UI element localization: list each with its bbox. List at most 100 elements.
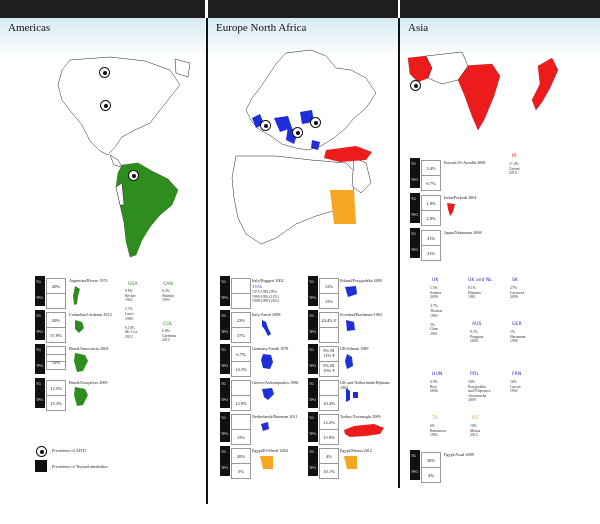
tg-label: TG xyxy=(221,314,226,318)
note-eg: 10% Mousa 2012 xyxy=(470,424,481,438)
row-bar xyxy=(410,158,420,188)
note-pol: 16% Przygodzka and Filipowicz -Sosnowska… xyxy=(468,380,491,403)
tg-label: TG xyxy=(411,454,416,458)
tg-label: TG xyxy=(221,280,226,284)
tpo-value: 12% xyxy=(46,354,66,370)
egypt-shape-1 xyxy=(260,456,273,469)
note-sk: 27% Lazurová 2009 xyxy=(510,286,525,300)
europe-left-row-1: TG TPO Italy/Ruggeri 2002 TSAb 1975-1982… xyxy=(220,276,310,309)
asia-row-2: TG TPO 1.8% 2.8% India/Porkodi 2004 xyxy=(410,193,500,226)
europe-right-row-1: TG TPO 12% 15% Poland/Przygodzka 2009 xyxy=(308,276,398,309)
tpo-value: 15% xyxy=(319,293,339,309)
code-ir: IR xyxy=(512,154,517,159)
europe-right-row-4: TG TPO 10.4% UK and Netherlands/Hijmans … xyxy=(308,378,398,411)
tg-value xyxy=(231,278,251,294)
code-aus: AUS xyxy=(472,322,482,327)
row-bar xyxy=(410,193,420,223)
code-pol: POL xyxy=(470,372,479,377)
europe-map xyxy=(231,49,377,245)
tpo-label: TPO xyxy=(221,296,229,300)
row-bar xyxy=(35,310,45,340)
asia-panel: Asia TG TPO 3.4% 6.7% Kuwait/Al-Awadhi 2… xyxy=(400,0,600,524)
row-bar xyxy=(410,228,420,258)
tpo-label: TPO xyxy=(221,432,229,436)
uk-shape-1 xyxy=(345,354,353,369)
row-bar xyxy=(220,412,230,442)
code-uk: UK xyxy=(432,278,439,283)
tpo-label: TPO xyxy=(221,466,229,470)
tpo-value: 5% M 15% F xyxy=(319,361,339,377)
note-tr: 6% Bonamour 1992 xyxy=(430,424,447,438)
code-eg: EG xyxy=(472,416,479,421)
americas-row-1: TG TPO 20% Argentina/Rivero 1974 xyxy=(35,276,205,309)
row-bar xyxy=(308,344,318,374)
americas-map xyxy=(57,56,191,258)
tpo-label: TPO xyxy=(411,248,419,252)
tpo-value: 10.1% xyxy=(319,463,339,479)
tpo-label: TPO xyxy=(309,466,317,470)
asia-title: Asia xyxy=(408,22,429,34)
note-uk-nl: 8.1% Hijmans 1961 xyxy=(468,286,481,300)
tsab-label: TSAb xyxy=(252,284,263,289)
europe-left-row-3: TG TPO 6.7% 14.3% Germany/Genth 1978 xyxy=(220,344,310,377)
row-bar xyxy=(35,344,45,374)
tpo-label: TPO xyxy=(221,364,229,368)
americas-row-3: TG TPO 12% Brazil/Innocencio 2004 xyxy=(35,344,205,376)
europe-left-row-4: TG TPO 12.9% Greece/Ardonopoulos 1996 xyxy=(220,378,310,411)
germany-shape xyxy=(261,354,273,369)
row-bar xyxy=(220,446,230,476)
americas-header-gradient xyxy=(0,18,205,58)
tpo-label: TPO xyxy=(309,296,317,300)
tpo-value: 15.9% xyxy=(319,429,339,445)
row-bar xyxy=(220,310,230,340)
aitd-marker-usa xyxy=(100,100,111,111)
tg-value xyxy=(231,414,251,430)
tg-label: TG xyxy=(221,382,226,386)
netherlands-shape xyxy=(261,422,269,431)
turkey-shape xyxy=(344,424,384,437)
tpo-label: TPO xyxy=(221,398,229,402)
argentina-shape xyxy=(73,286,80,305)
citation: Scotland/Buchanan 1963 xyxy=(340,312,382,317)
tg-label: TG xyxy=(36,348,41,352)
aitd-marker-nl xyxy=(260,120,271,131)
row-bar xyxy=(220,276,230,306)
citation: Argentina/Rivero 1974 xyxy=(69,278,108,283)
code-tr: TR xyxy=(432,416,438,421)
citation: Italy/Aresti 2008 xyxy=(252,312,281,317)
row-bar xyxy=(220,344,230,374)
row-bar xyxy=(308,412,318,442)
tpo-value: 4% xyxy=(421,467,441,483)
note-hun: 6.9% Biro 2006 xyxy=(430,380,438,394)
code-usa: USA xyxy=(128,282,138,287)
tpo-label: TPO xyxy=(36,296,44,300)
tpo-value: 37.8% xyxy=(46,327,66,343)
legend-antibody-label: Prevalence of Thyroid antibodies xyxy=(52,464,108,469)
europe-right-row-3: TG TPO 5% M 11% F 5% M 15% F UK/Silman 1… xyxy=(308,344,398,377)
citation: Kuwait/Al-Awadhi 2008 xyxy=(444,160,486,165)
tg-value: 31% xyxy=(421,230,441,246)
code-sk: SK xyxy=(512,278,518,283)
citation: Turkey/Tuvanoglu 2009 xyxy=(340,414,381,419)
tg-label: TG xyxy=(309,280,314,284)
asia-row-1: TG TPO 3.4% 6.7% Kuwait/Al-Awadhi 2008 xyxy=(410,158,500,191)
tpo-value: 10.4% xyxy=(319,395,339,411)
tg-value: 5% M 11% F xyxy=(319,346,339,362)
asia-map xyxy=(407,51,559,131)
tg-value: 24.4% F xyxy=(319,312,339,328)
tg-label: TG xyxy=(36,280,41,284)
code-ger: GER xyxy=(512,322,522,327)
citation: Greece/Ardonopoulos 1996 xyxy=(252,380,299,385)
tpo-label: TPO xyxy=(36,330,44,334)
code-hun: HUN xyxy=(432,372,443,377)
tg-value: 6.7% xyxy=(231,346,251,362)
note-usa: 9.8% Becker 1963 2.1% Linos 1980 6.15% M… xyxy=(125,289,138,339)
europe-left-row-6: TG TPO 20% 5% Egypt/El-Sherif 2004 xyxy=(220,446,310,479)
tg-value xyxy=(231,380,251,396)
tsab-note: 1975-1982 (0%) 1990-1992 (12%) 1998-1999… xyxy=(252,290,279,304)
citation: Egypt/El-Sherif 2004 xyxy=(252,448,288,453)
americas-panel: Americas TG TPO 20% Argentina/Rivero 197… xyxy=(0,0,205,524)
tpo-value: 31% xyxy=(421,245,441,261)
tg-value: 3.4% xyxy=(421,160,441,176)
row-bar xyxy=(308,446,318,476)
